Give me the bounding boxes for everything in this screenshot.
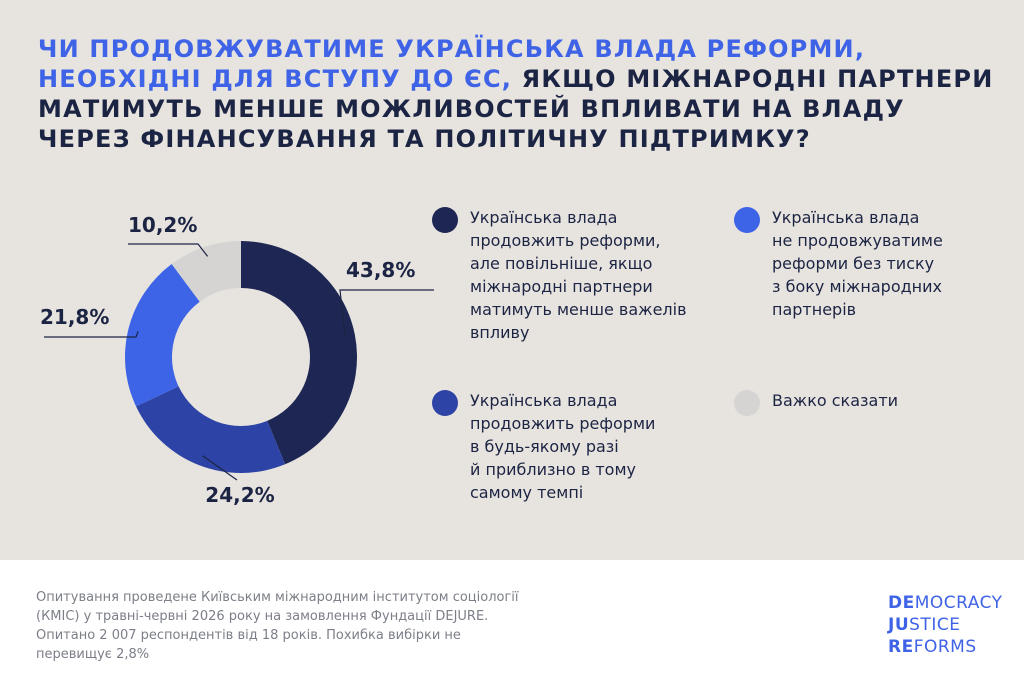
legend-item-hard-to-say: Важко сказати (734, 389, 898, 416)
callout-line (128, 243, 209, 257)
legend-label: Українська влада продовжить реформи в бу… (470, 391, 656, 502)
slice-slower-reforms (241, 241, 358, 465)
legend-label: Українська влада продовжить реформи, але… (470, 208, 687, 342)
callout-line (339, 289, 434, 337)
brand-logo: DEMOCRACY JUSTICE REFORMS (888, 592, 1003, 658)
legend-swatch (734, 390, 760, 416)
legend-item-no-reforms: Українська влада не продовжуватиме рефор… (734, 206, 943, 321)
slice-same-pace (136, 386, 286, 473)
footer-panel (0, 560, 1024, 693)
survey-footnote: Опитування проведене Київським міжнародн… (36, 590, 519, 662)
title-rest: якщо міжнародні партнери матимуть менше … (38, 65, 994, 153)
logo-line: REFORMS (888, 637, 977, 657)
legend-swatch (734, 207, 760, 233)
legend-swatch (432, 390, 458, 416)
data-label: 24,2% (205, 483, 274, 507)
page-title: Чи продовжуватиме українська влада рефор… (38, 34, 998, 154)
title-highlight: Чи продовжуватиме українська влада рефор… (38, 35, 866, 93)
legend-label: Українська влада не продовжуватиме рефор… (772, 208, 943, 319)
logo-line: JUSTICE (888, 615, 961, 635)
legend-swatch (432, 207, 458, 233)
data-label: 43,8% (346, 258, 415, 282)
data-label: 10,2% (128, 213, 197, 237)
slice-no-reforms (124, 264, 200, 407)
callout-line (44, 331, 139, 338)
logo-line: DEMOCRACY (888, 593, 1003, 613)
data-label: 21,8% (40, 305, 109, 329)
legend-label: Важко сказати (772, 391, 899, 410)
legend-item-slower-reforms: Українська влада продовжить реформи, але… (432, 206, 687, 344)
callout-line (202, 455, 238, 481)
donut-chart: 43,8% 24,2% 21,8% 10,2% (40, 213, 434, 507)
legend-item-same-pace: Українська влада продовжить реформи в бу… (432, 389, 655, 504)
slice-hard-to-say (171, 241, 241, 302)
